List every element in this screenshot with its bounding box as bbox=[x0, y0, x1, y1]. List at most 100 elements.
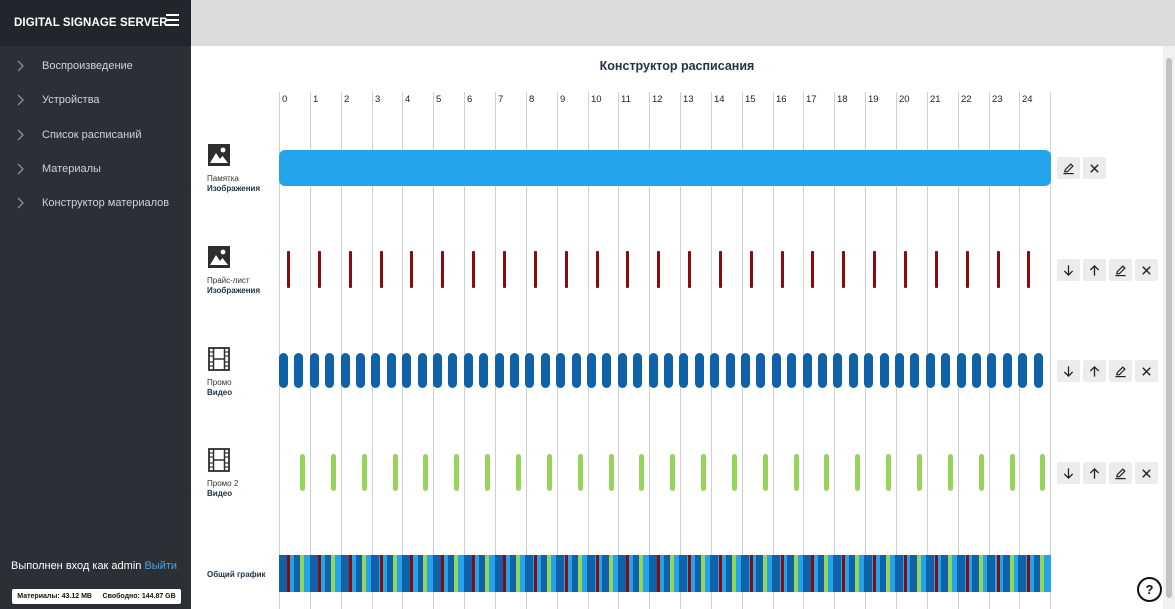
schedule-block[interactable] bbox=[873, 251, 876, 288]
schedule-block[interactable] bbox=[1034, 353, 1043, 388]
schedule-block[interactable] bbox=[454, 454, 459, 491]
schedule-block[interactable] bbox=[664, 353, 673, 388]
schedule-block[interactable] bbox=[695, 353, 704, 388]
schedule-block[interactable] bbox=[287, 251, 290, 288]
schedule-block[interactable] bbox=[710, 353, 719, 388]
schedule-block[interactable] bbox=[787, 353, 796, 388]
schedule-block[interactable] bbox=[895, 353, 904, 388]
schedule-block[interactable] bbox=[864, 353, 873, 388]
menu-toggle-icon[interactable] bbox=[166, 14, 179, 26]
schedule-block[interactable] bbox=[855, 454, 860, 491]
schedule-block[interactable] bbox=[719, 251, 722, 288]
schedule-block[interactable] bbox=[1003, 353, 1012, 388]
edit-button[interactable] bbox=[1109, 360, 1132, 382]
move-down-button[interactable] bbox=[1057, 259, 1080, 281]
schedule-block[interactable] bbox=[300, 454, 305, 491]
schedule-block[interactable] bbox=[279, 150, 1051, 186]
sidebar-item-schedules[interactable]: Список расписаний bbox=[0, 118, 191, 152]
schedule-block[interactable] bbox=[356, 353, 365, 388]
schedule-block[interactable] bbox=[609, 454, 614, 491]
schedule-block[interactable] bbox=[503, 251, 506, 288]
move-down-button[interactable] bbox=[1057, 360, 1080, 382]
schedule-block[interactable] bbox=[935, 251, 938, 288]
schedule-block[interactable] bbox=[387, 353, 396, 388]
schedule-block[interactable] bbox=[818, 353, 827, 388]
schedule-block[interactable] bbox=[602, 353, 611, 388]
schedule-block[interactable] bbox=[849, 353, 858, 388]
schedule-block[interactable] bbox=[349, 251, 352, 288]
schedule-block[interactable] bbox=[547, 454, 552, 491]
schedule-block[interactable] bbox=[979, 454, 984, 491]
schedule-block[interactable] bbox=[732, 454, 737, 491]
schedule-block[interactable] bbox=[997, 251, 1000, 288]
schedule-block[interactable] bbox=[803, 353, 812, 388]
schedule-block[interactable] bbox=[380, 251, 383, 288]
delete-button[interactable] bbox=[1135, 259, 1158, 281]
sidebar-item-playback[interactable]: Воспроизведение bbox=[0, 49, 191, 83]
schedule-block[interactable] bbox=[516, 454, 521, 491]
schedule-block[interactable] bbox=[371, 353, 380, 388]
edit-button[interactable] bbox=[1109, 462, 1132, 484]
delete-button[interactable] bbox=[1135, 360, 1158, 382]
schedule-block[interactable] bbox=[1027, 251, 1030, 288]
scrollbar-thumb[interactable] bbox=[1166, 58, 1172, 598]
schedule-block[interactable] bbox=[495, 353, 504, 388]
schedule-block[interactable] bbox=[966, 251, 969, 288]
schedule-block[interactable] bbox=[464, 353, 473, 388]
schedule-block[interactable] bbox=[633, 353, 642, 388]
schedule-block[interactable] bbox=[741, 353, 750, 388]
schedule-block[interactable] bbox=[811, 251, 814, 288]
edit-button[interactable] bbox=[1109, 259, 1132, 281]
schedule-block[interactable] bbox=[726, 353, 735, 388]
schedule-block[interactable] bbox=[948, 454, 953, 491]
schedule-block[interactable] bbox=[941, 353, 950, 388]
schedule-block[interactable] bbox=[402, 353, 411, 388]
schedule-block[interactable] bbox=[957, 353, 966, 388]
schedule-block[interactable] bbox=[441, 251, 444, 288]
sidebar-item-devices[interactable]: Устройства bbox=[0, 83, 191, 117]
schedule-block[interactable] bbox=[423, 454, 428, 491]
schedule-block[interactable] bbox=[657, 251, 660, 288]
schedule-block[interactable] bbox=[756, 353, 765, 388]
schedule-block[interactable] bbox=[794, 454, 799, 491]
edit-button[interactable] bbox=[1057, 157, 1080, 179]
schedule-block[interactable] bbox=[772, 353, 781, 388]
move-up-button[interactable] bbox=[1083, 462, 1106, 484]
schedule-block[interactable] bbox=[479, 353, 488, 388]
schedule-block[interactable] bbox=[670, 454, 675, 491]
schedule-block[interactable] bbox=[763, 454, 768, 491]
schedule-block[interactable] bbox=[565, 251, 568, 288]
schedule-block[interactable] bbox=[626, 251, 629, 288]
schedule-block[interactable] bbox=[824, 454, 829, 491]
schedule-block[interactable] bbox=[510, 353, 519, 388]
schedule-block[interactable] bbox=[886, 454, 891, 491]
scrollbar[interactable] bbox=[1163, 46, 1175, 609]
schedule-block[interactable] bbox=[472, 251, 475, 288]
move-up-button[interactable] bbox=[1083, 360, 1106, 382]
schedule-block[interactable] bbox=[987, 353, 996, 388]
move-down-button[interactable] bbox=[1057, 462, 1080, 484]
schedule-block[interactable] bbox=[393, 454, 398, 491]
schedule-block[interactable] bbox=[618, 353, 627, 388]
schedule-block[interactable] bbox=[279, 353, 288, 388]
schedule-block[interactable] bbox=[541, 353, 550, 388]
schedule-block[interactable] bbox=[310, 353, 319, 388]
schedule-block[interactable] bbox=[294, 353, 303, 388]
schedule-block[interactable] bbox=[362, 454, 367, 491]
schedule-block[interactable] bbox=[448, 353, 457, 388]
schedule-block[interactable] bbox=[1040, 454, 1045, 491]
schedule-block[interactable] bbox=[556, 353, 565, 388]
help-button[interactable]: ? bbox=[1137, 577, 1162, 602]
schedule-block[interactable] bbox=[972, 353, 981, 388]
logout-link[interactable]: Выйти bbox=[144, 560, 178, 572]
schedule-block[interactable] bbox=[781, 251, 784, 288]
schedule-block[interactable] bbox=[485, 454, 490, 491]
schedule-block[interactable] bbox=[596, 251, 599, 288]
schedule-block[interactable] bbox=[842, 251, 845, 288]
schedule-block[interactable] bbox=[833, 353, 842, 388]
schedule-block[interactable] bbox=[679, 353, 688, 388]
schedule-block[interactable] bbox=[587, 353, 596, 388]
schedule-block[interactable] bbox=[917, 454, 922, 491]
schedule-block[interactable] bbox=[578, 454, 583, 491]
delete-button[interactable] bbox=[1083, 157, 1106, 179]
